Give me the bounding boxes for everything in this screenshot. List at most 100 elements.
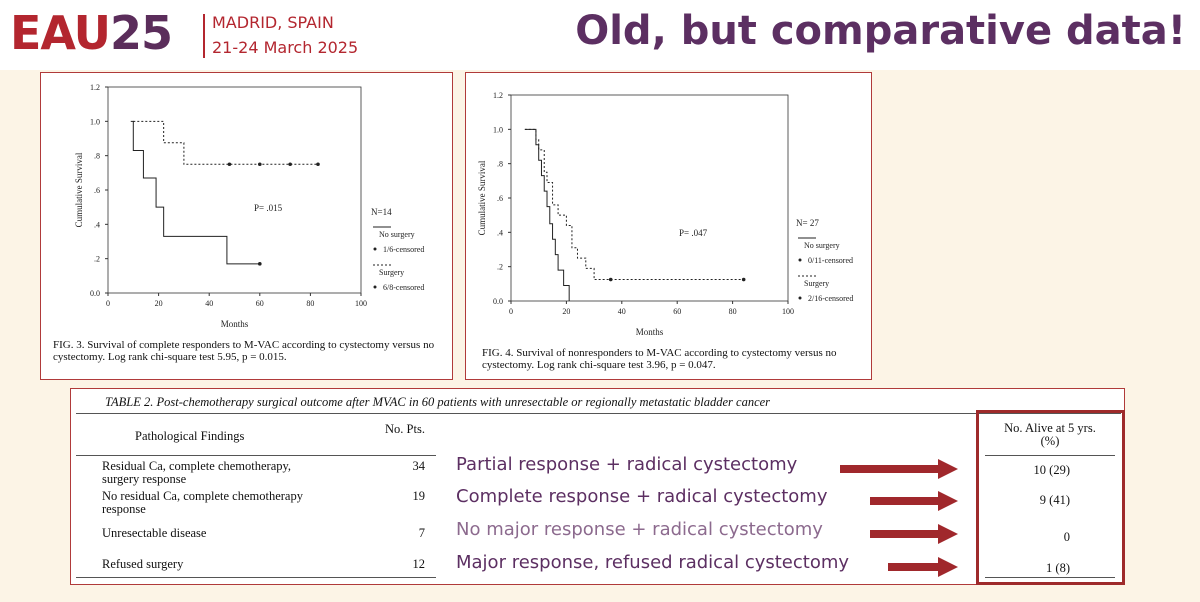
y-tick-label: .6 — [94, 186, 100, 195]
row-alive: 1 (8) — [1046, 561, 1070, 575]
y-tick-label: 1.0 — [493, 125, 503, 134]
y-tick-label: 1.0 — [90, 117, 100, 126]
legend-label: No surgery — [804, 241, 840, 250]
censored-marker — [288, 162, 292, 167]
arrow-shape — [870, 524, 958, 544]
arrow-shape — [888, 557, 958, 577]
censored-marker — [741, 277, 746, 282]
table-title: TABLE 2. Post-chemotherapy surgical outc… — [105, 395, 771, 409]
legend-marker — [798, 296, 802, 300]
callout-text: Major response, refused radical cystecto… — [456, 552, 850, 573]
annotation: P= .047 — [679, 228, 708, 238]
censored-marker — [258, 262, 262, 266]
table-panel — [70, 388, 1125, 585]
slide-title: Old, but comparative data! — [575, 8, 1186, 54]
y-tick-label: 1.2 — [90, 83, 100, 92]
y-tick-label: .8 — [497, 160, 503, 169]
arrow-path — [840, 459, 958, 479]
x-tick-label: 40 — [618, 307, 626, 316]
table-rule — [76, 455, 436, 456]
x-tick-label: 20 — [562, 307, 570, 316]
legend-marker — [798, 258, 802, 262]
row-alive: 0 — [1063, 530, 1070, 544]
y-tick-label: .2 — [497, 263, 503, 272]
x-tick-label: 80 — [729, 307, 737, 316]
table-rule — [76, 413, 1121, 414]
legend-label: Surgery — [804, 279, 829, 288]
column-header: No. Alive at 5 yrs. (%) — [1004, 421, 1096, 448]
row-count: 12 — [412, 557, 426, 571]
survival-curve — [524, 128, 570, 301]
plot-frame — [107, 86, 362, 294]
y-tick-label: .6 — [497, 194, 503, 203]
legend-title: N=14 — [371, 207, 392, 217]
callout-arrow — [888, 557, 960, 581]
row-label: No residual Ca, complete chemotherapy re… — [102, 489, 303, 516]
column-header: Pathological Findings — [135, 429, 245, 443]
legend-label: 0/11-censored — [808, 256, 853, 265]
censored-marker — [316, 162, 320, 167]
y-tick-label: 1.2 — [493, 91, 503, 100]
figure-caption: FIG. 3. Survival of complete responders … — [53, 339, 435, 363]
legend-marker — [373, 247, 377, 251]
logo-number: 25 — [109, 6, 173, 60]
arrow-path — [870, 491, 958, 511]
city: MADRID, SPAIN — [212, 13, 334, 32]
annotation: P= .015 — [254, 203, 283, 213]
censored-marker — [258, 162, 262, 167]
chart: 0.0 .2 .4 .6 .8 1.0 1.2 0 20 40 60 80 100 Months Cumul… — [74, 83, 424, 329]
survival-curve — [133, 120, 318, 165]
x-tick-label: 20 — [155, 299, 163, 308]
legend-label: 6/8-censored — [383, 283, 424, 292]
x-tick-label: 80 — [306, 299, 314, 308]
y-tick-label: .8 — [94, 152, 100, 161]
row-label: Refused surgery — [102, 557, 184, 571]
logo: EAU25 — [10, 6, 173, 60]
table-rule — [985, 577, 1115, 578]
logo-text: EAU — [10, 6, 111, 60]
y-axis-label: Cumulative Survival — [74, 152, 84, 227]
callout-arrow — [870, 524, 960, 548]
callout-arrow — [870, 491, 960, 515]
row-alive: 10 (29) — [1033, 463, 1070, 477]
legend-title: N= 27 — [796, 218, 819, 228]
x-axis-label: Months — [221, 319, 249, 329]
arrow-path — [870, 524, 958, 544]
x-tick-label: 60 — [256, 299, 264, 308]
x-tick-label: 100 — [782, 307, 794, 316]
x-axis-label: Months — [636, 327, 664, 337]
callout-text: Complete response + radical cystectomy — [456, 486, 828, 507]
callout-text: Partial response + radical cystectomy — [456, 454, 798, 475]
row-alive: 9 (41) — [1039, 493, 1070, 507]
censored-marker — [608, 277, 613, 282]
figure-panel: 0.0 .2 .4 .6 .8 1.0 1.2 0 20 40 60 80 100 Months Cumul… — [465, 72, 872, 380]
x-tick-label: 0 — [106, 299, 110, 308]
y-tick-label: 0.0 — [90, 289, 100, 298]
column-header: No. Pts. — [385, 422, 425, 436]
legend-label: No surgery — [379, 230, 415, 239]
header-band — [0, 0, 1200, 70]
chart: 0.0 .2 .4 .6 .8 1.0 1.2 0 20 40 60 80 100 Months Cumul… — [477, 91, 853, 337]
logo-divider — [203, 14, 205, 58]
table-rule — [76, 577, 436, 578]
row-count: 19 — [412, 489, 426, 503]
arrow-shape — [870, 491, 958, 511]
legend-marker — [373, 285, 377, 289]
callout-text: No major response + radical cystectomy — [456, 519, 823, 540]
arrow-path — [888, 557, 958, 577]
highlight-box — [976, 410, 1125, 585]
y-tick-label: .2 — [94, 255, 100, 264]
censored-marker — [227, 162, 232, 167]
legend-label: Surgery — [379, 268, 404, 277]
legend-label: 1/6-censored — [383, 245, 424, 254]
y-tick-label: .4 — [94, 220, 100, 229]
y-axis-label: Cumulative Survival — [477, 160, 487, 235]
legend-label: 2/16-censored — [808, 294, 853, 303]
x-tick-label: 60 — [673, 307, 681, 316]
x-tick-label: 100 — [355, 299, 367, 308]
table-rule — [985, 455, 1115, 456]
row-label: Residual Ca, complete chemotherapy, surg… — [102, 459, 292, 486]
y-tick-label: .4 — [497, 228, 503, 237]
row-count: 34 — [412, 459, 426, 473]
